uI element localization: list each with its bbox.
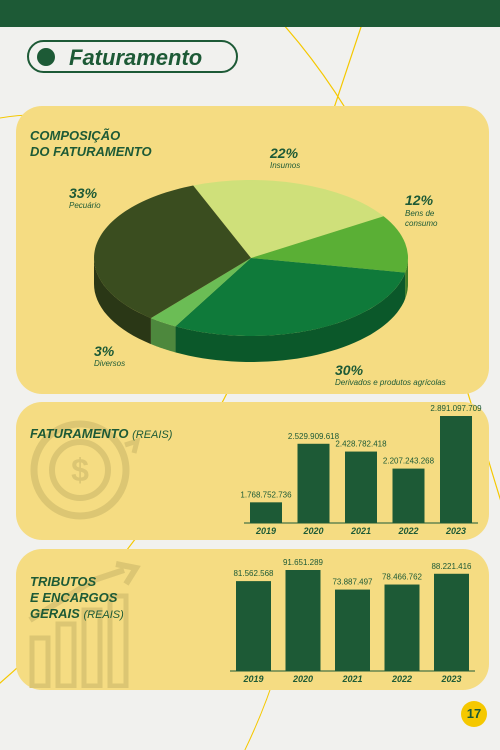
pie-label-2: Derivados e produtos agrícolas [335,378,446,387]
pie-pct-3: 3% [94,343,115,359]
pie-pct-0: 22% [270,145,299,161]
pie-slice-2 [175,258,406,337]
bar-value-2021: 2.428.782.418 [335,440,387,449]
svg-text:$: $ [71,452,89,488]
bar-category-2019: 2019 [255,526,276,536]
bar-value-2020: 2.529.909.618 [288,432,340,441]
taxes-title: TRIBUTOS E ENCARGOS GERAIS (REAIS) [30,574,124,621]
growth-bars-icon [28,561,141,688]
bar-value-2019: 1.768.752.736 [240,490,292,499]
bar-2022 [384,584,420,671]
pie-slice-0 [193,180,384,258]
pie-slice-1 [251,216,408,273]
bar-category-2022: 2022 [391,674,412,684]
bar-value-2021: 73.887.497 [332,578,373,587]
top-bar [0,0,500,27]
pie-pct-2: 30% [335,362,364,378]
bar-value-2023: 88.221.416 [431,562,472,571]
title-dot-icon [37,48,55,66]
page-title-pill: Faturamento [27,40,238,73]
bar-2021 [335,589,370,671]
dollar-cycle-icon: $ [30,420,141,520]
bar-2019 [236,581,271,671]
pie-side-3 [150,318,176,353]
bar-category-2020: 2020 [292,674,313,684]
bar-category-2020: 2020 [302,526,323,536]
bar-2021 [345,451,377,523]
bar-2023 [434,573,469,671]
pie-label-1: Bens de consumo [405,209,438,228]
pie-slice-4 [94,185,251,319]
pie-side-4 [94,257,151,345]
pie-side-2 [175,272,406,362]
bar-category-2021: 2021 [350,526,371,536]
page-number-badge: 17 [461,701,487,727]
pie-label-0: Insumos [270,161,301,170]
bar-category-2021: 2021 [341,674,362,684]
bar-category-2019: 2019 [242,674,263,684]
bar-value-2020: 91.651.289 [283,558,324,567]
pie-label-3: Diversos [94,359,126,368]
bar-value-2022: 78.466.762 [382,573,423,582]
pie-pct-4: 33% [69,185,98,201]
bar-value-2023: 2.891.097.709 [430,404,482,413]
bar-category-2023: 2023 [440,674,461,684]
pie-pct-1: 12% [405,192,434,208]
bar-category-2023: 2023 [445,526,466,536]
bar-2020 [297,443,330,523]
bar-2023 [440,416,472,523]
pie-side-1 [405,256,408,299]
bar-2020 [285,570,321,671]
bar-2022 [392,468,425,523]
composition-title: COMPOSIÇÃO DO FATURAMENTO [30,128,152,159]
page-number: 17 [466,706,482,721]
bar-value-2019: 81.562.568 [233,569,274,578]
page-title: Faturamento [69,45,203,70]
bar-2019 [250,502,282,523]
pie-slice-3 [150,258,251,327]
revenue-title: FATURAMENTO (REAIS) [30,426,173,441]
pie-label-4: Pecuário [69,201,101,210]
bar-value-2022: 2.207.243.268 [383,457,435,466]
bar-category-2022: 2022 [397,526,418,536]
